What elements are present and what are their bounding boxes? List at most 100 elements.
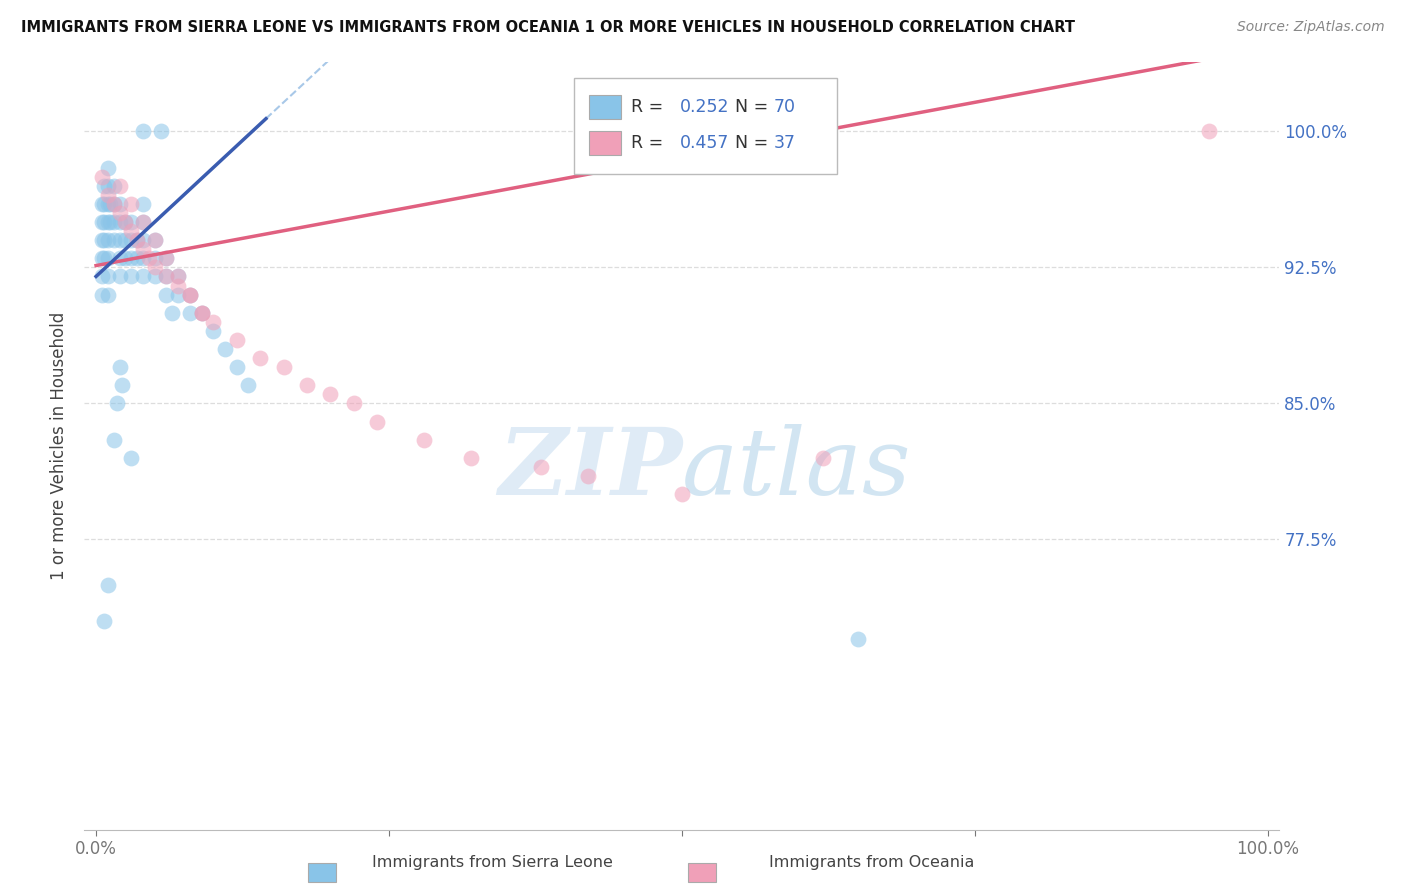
Point xyxy=(105,396,128,410)
Point xyxy=(90,287,114,301)
Point xyxy=(97,187,120,202)
Point xyxy=(155,252,177,266)
Text: 0.252: 0.252 xyxy=(679,98,730,117)
Point xyxy=(97,178,120,193)
Point xyxy=(671,487,693,501)
Point xyxy=(108,197,131,211)
Point xyxy=(120,224,142,238)
Point xyxy=(93,178,115,193)
Point xyxy=(108,233,131,247)
Point xyxy=(98,215,121,229)
Y-axis label: 1 or more Vehicles in Household: 1 or more Vehicles in Household xyxy=(49,312,67,580)
Point xyxy=(97,287,120,301)
Point xyxy=(811,450,834,465)
Point xyxy=(179,306,201,320)
Point xyxy=(149,124,172,138)
Point xyxy=(138,252,160,266)
Point xyxy=(108,215,131,229)
Point xyxy=(120,450,142,465)
Point xyxy=(103,215,125,229)
Point xyxy=(319,387,342,401)
Point xyxy=(179,287,201,301)
Point xyxy=(114,252,136,266)
Point xyxy=(225,333,247,347)
Point xyxy=(190,306,212,320)
Text: 70: 70 xyxy=(773,98,796,117)
Point xyxy=(167,278,190,293)
Point xyxy=(143,233,166,247)
Point xyxy=(97,161,120,175)
Point xyxy=(93,233,115,247)
Point xyxy=(167,269,190,284)
Point xyxy=(90,215,114,229)
Point xyxy=(114,215,136,229)
Point xyxy=(190,306,212,320)
Point xyxy=(120,197,142,211)
Text: 37: 37 xyxy=(773,134,796,152)
Point xyxy=(190,306,212,320)
Point xyxy=(202,324,225,338)
Point xyxy=(162,306,183,320)
Text: Immigrants from Sierra Leone: Immigrants from Sierra Leone xyxy=(371,855,613,870)
Point xyxy=(413,433,436,447)
Point xyxy=(120,233,142,247)
Point xyxy=(576,469,599,483)
Point xyxy=(179,287,201,301)
Text: atlas: atlas xyxy=(682,424,911,514)
Text: R =: R = xyxy=(630,98,668,117)
Point xyxy=(366,415,388,429)
Point xyxy=(143,233,166,247)
Point xyxy=(846,632,869,647)
Point xyxy=(179,287,201,301)
Text: Immigrants from Oceania: Immigrants from Oceania xyxy=(769,855,974,870)
Point xyxy=(155,269,177,284)
FancyBboxPatch shape xyxy=(575,78,838,174)
Text: 0.457: 0.457 xyxy=(679,134,728,152)
Point xyxy=(93,252,115,266)
Point xyxy=(143,260,166,275)
Text: IMMIGRANTS FROM SIERRA LEONE VS IMMIGRANTS FROM OCEANIA 1 OR MORE VEHICLES IN HO: IMMIGRANTS FROM SIERRA LEONE VS IMMIGRAN… xyxy=(21,20,1076,35)
Point xyxy=(103,433,125,447)
Text: N =: N = xyxy=(724,98,773,117)
Point xyxy=(155,252,177,266)
Point xyxy=(97,578,120,592)
Point xyxy=(98,197,121,211)
Point xyxy=(127,252,149,266)
Point xyxy=(108,178,131,193)
Point xyxy=(155,287,177,301)
Point xyxy=(90,169,114,184)
Point xyxy=(143,269,166,284)
Point xyxy=(103,178,125,193)
Point xyxy=(103,197,125,211)
Point xyxy=(103,233,125,247)
Point xyxy=(120,269,142,284)
Point xyxy=(132,124,155,138)
Point xyxy=(249,351,271,365)
Point xyxy=(167,287,190,301)
Point xyxy=(132,215,155,229)
Point xyxy=(108,360,131,375)
Point xyxy=(132,215,155,229)
Point xyxy=(97,233,120,247)
Point xyxy=(132,242,155,256)
Point xyxy=(530,459,553,474)
Point xyxy=(214,342,236,356)
Point xyxy=(225,360,247,375)
Point xyxy=(238,378,260,392)
Point xyxy=(108,269,131,284)
Point xyxy=(132,269,155,284)
Point xyxy=(132,233,155,247)
Point xyxy=(295,378,318,392)
Point xyxy=(167,269,190,284)
Point xyxy=(120,252,142,266)
Point xyxy=(114,215,136,229)
Point xyxy=(93,614,115,628)
Point xyxy=(93,197,115,211)
Point xyxy=(103,197,125,211)
Point xyxy=(90,252,114,266)
Text: R =: R = xyxy=(630,134,668,152)
Point xyxy=(155,269,177,284)
Point xyxy=(108,252,131,266)
Text: ZIP: ZIP xyxy=(498,424,682,514)
Point xyxy=(132,252,155,266)
